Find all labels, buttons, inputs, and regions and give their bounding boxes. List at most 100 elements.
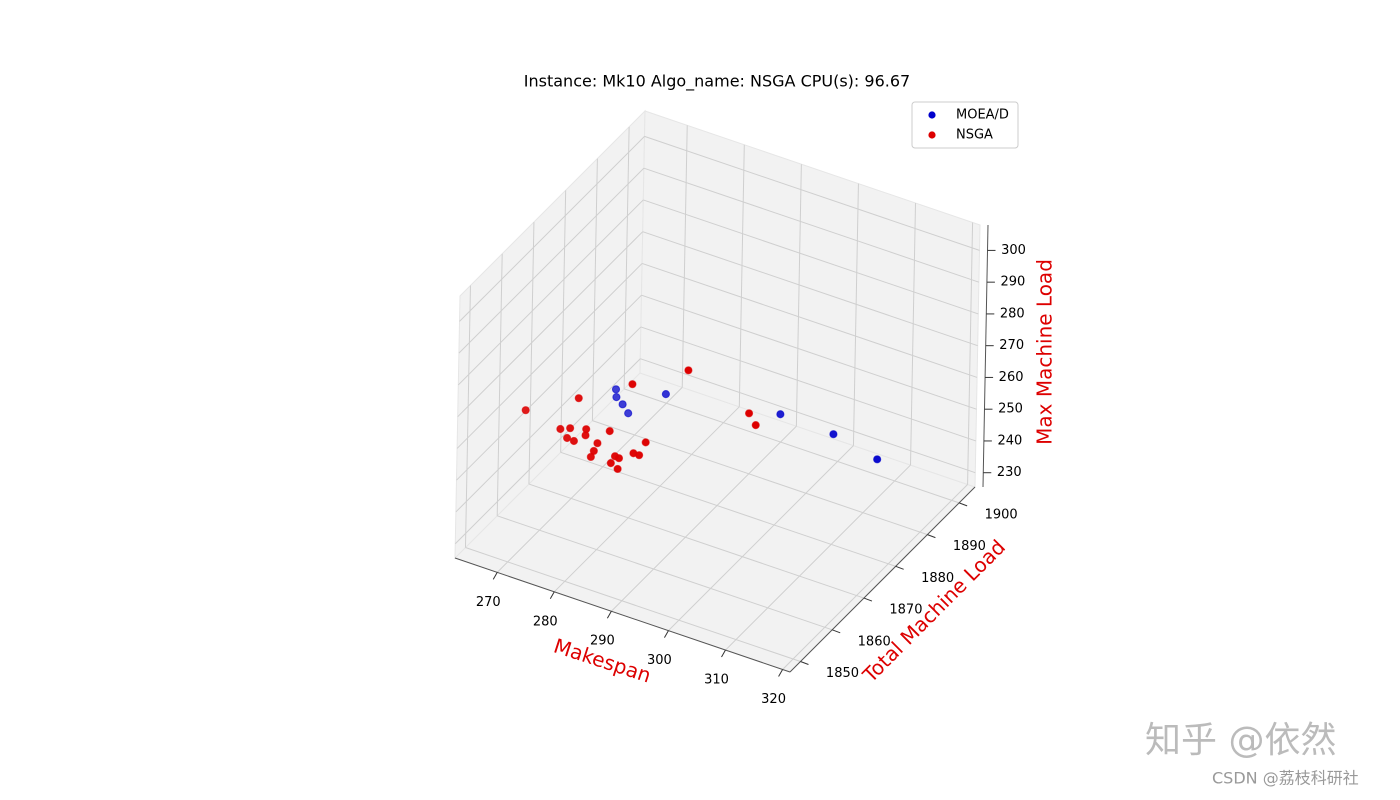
data-point [618, 400, 627, 409]
grid-line [560, 190, 567, 453]
data-point [611, 385, 621, 394]
y-axis-line [789, 486, 976, 673]
x-tick [606, 610, 612, 619]
grid-line [852, 183, 859, 446]
grid-line [640, 326, 977, 442]
z-tick-label: 290 [1000, 275, 1025, 290]
y-tick [895, 565, 904, 570]
grid-line [454, 358, 641, 545]
grid-line [623, 388, 960, 504]
y-tick-label: 1880 [921, 571, 954, 586]
z-tick-label: 230 [997, 465, 1022, 480]
data-point [581, 431, 590, 440]
y-tick-label: 1890 [953, 539, 986, 554]
data-point [605, 426, 614, 436]
x-tick-label: 310 [704, 673, 729, 688]
watermark: 知乎 @依然 [1145, 720, 1336, 761]
z-axis-label: Max Machine Load [1033, 259, 1057, 445]
chart-title: Instance: Mk10 Algo_name: NSGA CPU(s): 9… [524, 72, 910, 92]
z-tick-label: 260 [999, 370, 1024, 385]
y-tick-label: 1870 [889, 603, 922, 618]
data-point [521, 406, 530, 415]
data-point [614, 454, 624, 463]
legend: MOEA/D NSGA [911, 101, 1019, 149]
y-tick [832, 629, 841, 634]
grid-line [464, 285, 471, 548]
z-tick-label: 280 [1000, 306, 1025, 321]
grid-line [458, 167, 645, 354]
grid-line [553, 406, 740, 593]
x-tick-label: 270 [476, 595, 501, 610]
x-tick-label: 320 [761, 692, 786, 707]
grid-line [643, 167, 980, 283]
data-point [829, 430, 838, 439]
grid-line [456, 294, 642, 481]
x-tick [778, 669, 784, 677]
data-point [556, 424, 565, 434]
grid-line [455, 326, 642, 513]
grid-line [782, 484, 968, 670]
grid-line [640, 358, 976, 474]
data-point [606, 459, 615, 468]
data-point [566, 424, 575, 433]
data-point [569, 436, 579, 446]
grid-line [497, 515, 833, 631]
grid [454, 125, 996, 677]
grid-line [725, 464, 911, 651]
x-tick-label: 280 [533, 614, 558, 629]
y-tick [800, 661, 809, 665]
x-tick [549, 591, 555, 600]
data-point [776, 410, 785, 419]
grid-line [456, 263, 643, 449]
z-tick-label: 250 [998, 402, 1023, 417]
y-tick-label: 1850 [826, 666, 859, 681]
legend-label: NSGA [956, 128, 993, 143]
x-tick-label: 300 [647, 653, 672, 668]
grid-line [496, 253, 503, 516]
data-point [613, 464, 622, 474]
data-point [661, 390, 670, 399]
points [521, 366, 882, 474]
grid-line [623, 126, 630, 389]
grid-line [641, 262, 978, 378]
data-point [635, 451, 644, 460]
grid-line [528, 483, 865, 599]
grid-line [459, 136, 645, 322]
grid-line [681, 125, 688, 388]
legend-label: MOEA/D [956, 108, 1009, 123]
legend-marker [928, 131, 936, 139]
data-point [751, 421, 760, 430]
data-point [684, 366, 693, 375]
x-axis-line [454, 557, 791, 673]
grid-line [465, 547, 801, 663]
legend-box [911, 101, 1019, 149]
grid-line [642, 231, 978, 347]
grid-line [738, 144, 745, 407]
grid-line [967, 222, 974, 485]
y-tick-label: 1860 [858, 634, 891, 649]
z-tick-label: 270 [999, 338, 1024, 353]
data-point [562, 433, 572, 443]
x-tick [721, 649, 726, 658]
data-point [744, 409, 754, 418]
z-tick-label: 240 [997, 433, 1022, 448]
pane-back [639, 110, 981, 488]
grid-line [641, 294, 977, 410]
z-axis-line [982, 224, 989, 488]
grid-line [643, 199, 979, 315]
grid-line [644, 135, 980, 251]
y-tick [863, 597, 873, 602]
grid-line [591, 158, 598, 421]
watermark: CSDN @荔枝科研社 [1212, 769, 1359, 788]
grid-line [910, 203, 917, 466]
y-tick-label: 1900 [985, 507, 1018, 522]
grid-line [457, 231, 644, 418]
data-point [586, 452, 595, 462]
grid-line [795, 164, 802, 427]
x-tick [492, 572, 498, 580]
x-tick [664, 630, 669, 638]
grid-line [496, 387, 683, 573]
grid-line [528, 222, 535, 485]
data-point [624, 409, 633, 418]
